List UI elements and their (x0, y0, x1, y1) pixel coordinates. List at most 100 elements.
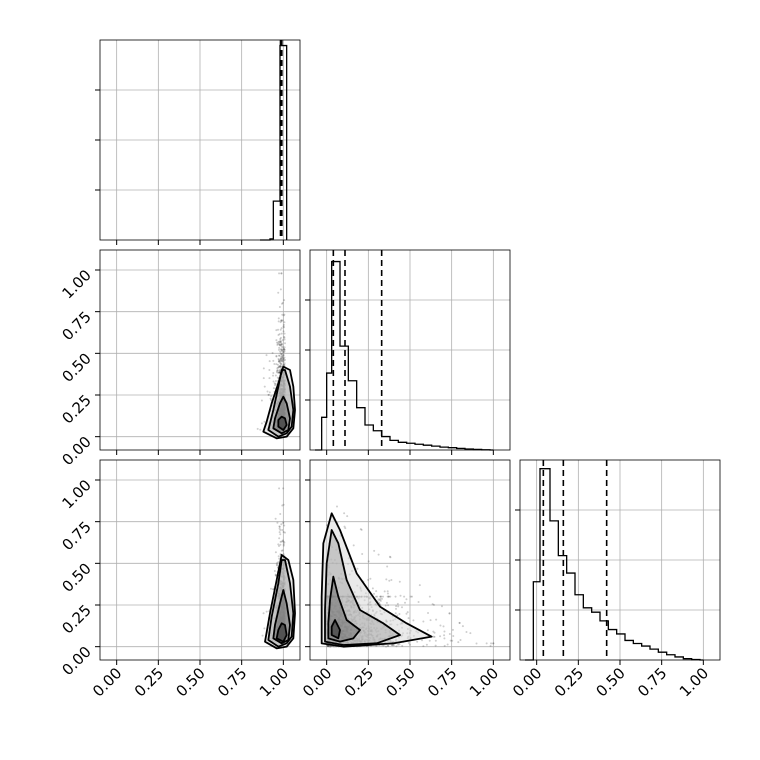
scatter-point (388, 579, 391, 582)
scatter-point (282, 323, 285, 326)
scatter-point (278, 366, 281, 369)
scatter-point (344, 527, 347, 530)
scatter-point (356, 567, 359, 570)
scatter-point (378, 599, 381, 602)
histogram-step (260, 44, 288, 241)
scatter-point (270, 587, 273, 590)
scatter-point (399, 594, 402, 597)
scatter-point (326, 644, 329, 647)
scatter-point (283, 531, 286, 534)
density-contour (272, 395, 291, 435)
scatter-point (492, 642, 495, 645)
scatter-point (263, 385, 266, 388)
scatter-point (266, 390, 269, 393)
scatter-point (260, 422, 263, 425)
scatter-point (280, 332, 283, 335)
scatter-point (396, 602, 399, 605)
scatter-point (275, 363, 278, 366)
scatter-point (282, 487, 285, 490)
scatter-point (277, 341, 280, 344)
scatter-point (281, 349, 284, 352)
scatter-point (281, 301, 284, 304)
scatter-point (279, 362, 282, 365)
scatter-point (346, 515, 349, 518)
scatter-point (283, 364, 286, 367)
scatter-point (367, 578, 370, 581)
scatter-point (407, 641, 410, 644)
scatter-point (279, 540, 282, 543)
scatter-point (283, 363, 286, 366)
scatter-point (377, 598, 380, 601)
scatter-point (391, 643, 394, 646)
scatter-point (327, 645, 330, 648)
scatter-point (417, 601, 420, 604)
scatter-point (276, 371, 279, 374)
scatter-point (276, 376, 279, 379)
scatter-point (389, 595, 392, 598)
scatter-point (369, 577, 372, 580)
scatter-point (422, 645, 425, 648)
scatter-point (278, 537, 281, 540)
scatter-point (443, 634, 446, 637)
scatter-point (380, 595, 383, 598)
scatter-point (278, 344, 281, 347)
scatter-point (377, 553, 380, 556)
scatter-point (282, 544, 285, 547)
scatter-point (278, 333, 281, 336)
scatter-point (267, 393, 270, 396)
scatter-point (283, 313, 286, 316)
scatter-point (428, 639, 431, 642)
scatter-point (278, 340, 281, 343)
scatter-point (276, 343, 279, 346)
scatter-point (386, 595, 389, 598)
scatter-point (452, 635, 455, 638)
scatter-point (278, 306, 281, 309)
scatter-point (280, 342, 283, 345)
scatter-point (279, 337, 282, 340)
scatter-point (279, 343, 282, 346)
scatter-point (280, 355, 283, 358)
scatter-point (390, 643, 393, 646)
scatter-point (280, 343, 283, 346)
scatter-point (280, 343, 283, 346)
scatter-point (282, 354, 285, 357)
scatter-point (280, 319, 283, 322)
scatter-point (277, 545, 280, 548)
scatter-point (280, 353, 283, 356)
density-contour (327, 575, 361, 643)
scatter-point (278, 525, 281, 528)
scatter-point (282, 357, 285, 360)
scatter-point (397, 643, 400, 646)
scatter-point (282, 330, 285, 333)
scatter-point (469, 632, 472, 635)
scatter-point (272, 387, 275, 390)
scatter-point (279, 359, 282, 362)
scatter-point (275, 562, 278, 565)
density-contour (324, 529, 401, 646)
scatter-point (283, 348, 286, 351)
scatter-point (277, 333, 280, 336)
scatter-point (379, 599, 382, 602)
scatter-point (263, 627, 266, 630)
x-tick-label: 0.00 (509, 664, 545, 700)
scatter-point (281, 302, 284, 305)
scatter-point (448, 633, 451, 636)
scatter-point (403, 595, 406, 598)
scatter-point (274, 574, 277, 577)
scatter-point (282, 553, 285, 556)
scatter-point (270, 395, 273, 398)
scatter-point (408, 643, 411, 646)
scatter-point (458, 622, 461, 625)
scatter-point (433, 635, 436, 638)
scatter-point (282, 358, 285, 361)
scatter-point (281, 359, 284, 362)
scatter-point (283, 359, 286, 362)
scatter-point (280, 360, 283, 363)
scatter-point (281, 357, 284, 360)
x-tick-label: 0.50 (172, 664, 208, 700)
scatter-point (282, 353, 285, 356)
scatter-point (281, 528, 284, 531)
scatter-point (443, 637, 446, 640)
scatter-point (268, 360, 271, 363)
scatter-point (326, 645, 329, 648)
